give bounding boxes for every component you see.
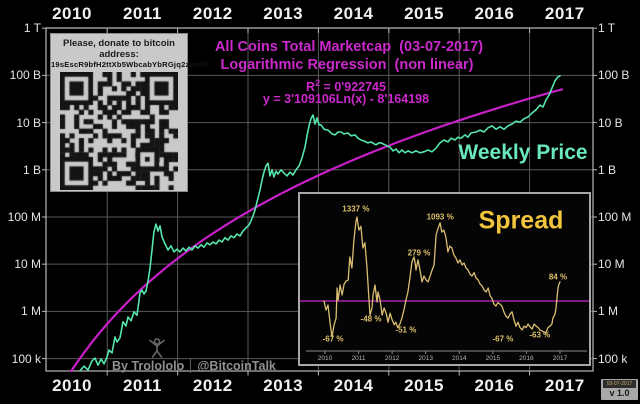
- chart-title-main: All Coins Total Marketcap: [214, 39, 392, 55]
- spread-annotation: 279 %: [407, 248, 431, 258]
- x-axis-year-label-top: 2015: [404, 4, 444, 23]
- r-squared-value: R2 = 0'922745: [306, 78, 386, 95]
- spread-annotation: 1337 %: [342, 204, 370, 214]
- version-badge: 03-07-2017 v 1.0: [601, 379, 638, 400]
- byline-author: By Trolololo: [112, 358, 185, 373]
- y-axis-tick-label-left: 1 M: [20, 304, 41, 319]
- spread-year-label: 2010: [317, 355, 333, 362]
- byline-handle: @BitcoinTalk: [197, 358, 276, 373]
- non-linear-note: (non linear): [394, 57, 474, 73]
- spread-year-label: 2012: [384, 355, 400, 362]
- y-axis-tick-label-right: 10 B: [598, 115, 623, 130]
- x-axis-year-label-bottom: 2014: [333, 376, 374, 395]
- y-axis-tick-label-left: 100 M: [7, 209, 41, 224]
- trolololo-figure-icon: [149, 338, 165, 358]
- regression-formula: y = 3'109106Ln(x) - 8'164198: [262, 92, 430, 106]
- y-axis-tick-label-right: 1 B: [598, 162, 617, 177]
- x-axis-year-label-bottom: 2011: [122, 376, 162, 395]
- y-axis-tick-label-right: 100 k: [598, 351, 628, 366]
- byline-divider: [190, 358, 192, 373]
- spread-annotation: 84 %: [548, 272, 568, 282]
- spread-year-label: 2016: [519, 355, 534, 362]
- y-axis-tick-label-left: 100 B: [9, 68, 41, 83]
- badge-version: v 1.0: [609, 388, 630, 398]
- spread-inset-panel: [298, 192, 591, 366]
- x-axis-year-label-top: 2014: [333, 4, 374, 23]
- byline: By Trolololo @BitcoinTalk: [112, 358, 276, 373]
- y-axis-tick-label-right: 10 M: [598, 257, 625, 272]
- x-axis-year-label-top: 2013: [263, 4, 304, 23]
- y-axis-tick-label-left: 1 T: [23, 21, 41, 36]
- x-axis-year-label-bottom: 2010: [52, 376, 92, 395]
- y-axis-tick-label-right: 100 B: [598, 68, 630, 83]
- spread-annotation: -48 %: [360, 314, 382, 324]
- x-axis-year-label-top: 2016: [474, 4, 515, 23]
- spread-year-label: 2011: [351, 355, 366, 362]
- x-axis-year-label-bottom: 2015: [404, 376, 444, 395]
- x-axis-year-label-bottom: 2012: [192, 376, 233, 395]
- x-axis-year-label-top: 2010: [52, 4, 92, 23]
- y-axis-tick-label-right: 100 M: [598, 209, 632, 224]
- x-axis-year-label-top: 2017: [544, 4, 585, 23]
- y-axis-tick-label-left: 100 k: [11, 351, 41, 366]
- spread-year-label: 2014: [452, 355, 467, 362]
- y-axis-tick-label-left: 10 M: [14, 257, 41, 272]
- spread-year-label: 2015: [485, 355, 501, 362]
- spread-year-label: 2013: [418, 355, 433, 362]
- qr-code: [60, 72, 178, 190]
- x-axis-year-label-bottom: 2016: [474, 376, 515, 395]
- badge-date: 03-07-2017: [603, 380, 636, 388]
- spread-year-label: 2017: [552, 355, 568, 362]
- regression-label: Logarithmic Regression: [220, 57, 387, 73]
- spread-annotation: -51 %: [395, 325, 417, 335]
- spread-annotation: -67 %: [492, 334, 514, 344]
- y-axis-tick-label-right: 1 M: [598, 304, 619, 319]
- spread-annotation: -67 %: [322, 334, 344, 344]
- y-axis-tick-label-left: 10 B: [16, 115, 41, 130]
- weekly-price-legend: Weekly Price: [458, 141, 588, 164]
- spread-annotation: 1093 %: [426, 212, 454, 222]
- y-axis-tick-label-right: 1 T: [598, 21, 616, 36]
- spread-title: Spread: [478, 206, 564, 235]
- chart-title-date: (03-07-2017): [399, 39, 484, 55]
- donation-prompt: Please, donate to bitcoin address:: [63, 38, 175, 60]
- bitcoin-address: 19sEscR9bfH2ttXb5WbcabYbRGjq2znwPi: [51, 60, 209, 69]
- chart-title: All Coins Total Marketcap (03-07-2017): [215, 39, 483, 55]
- x-axis-year-label-top: 2011: [122, 4, 162, 23]
- x-axis-year-label-bottom: 2017: [544, 376, 585, 395]
- y-axis-tick-label-left: 1 B: [22, 162, 41, 177]
- donation-box: Please, donate to bitcoin address: 19sEs…: [50, 33, 209, 192]
- x-axis-year-label-bottom: 2013: [263, 376, 304, 395]
- chart-subtitle: Logarithmic Regression (non linear): [221, 57, 474, 73]
- x-axis-year-label-top: 2012: [192, 4, 233, 23]
- spread-annotation: -63 %: [529, 330, 551, 340]
